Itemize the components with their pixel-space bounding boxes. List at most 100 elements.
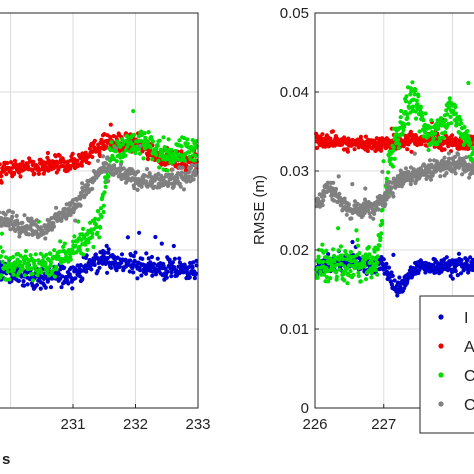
data-point bbox=[48, 260, 54, 265]
data-point bbox=[193, 153, 198, 159]
data-point bbox=[143, 135, 148, 140]
data-point bbox=[20, 159, 25, 164]
data-point bbox=[408, 92, 413, 97]
legend-label: C bbox=[464, 368, 474, 385]
data-point bbox=[114, 149, 119, 154]
data-point bbox=[32, 171, 37, 176]
series-3 bbox=[0, 143, 199, 241]
data-point bbox=[427, 158, 433, 163]
data-point bbox=[165, 168, 170, 173]
data-point bbox=[172, 265, 177, 270]
data-point bbox=[106, 174, 111, 179]
data-point bbox=[86, 240, 91, 245]
data-point bbox=[453, 171, 458, 176]
data-point bbox=[192, 158, 197, 163]
data-point bbox=[398, 115, 403, 120]
data-point bbox=[372, 211, 377, 216]
data-point bbox=[336, 226, 341, 231]
data-point bbox=[22, 273, 27, 278]
data-point bbox=[17, 234, 22, 239]
data-point bbox=[96, 217, 101, 222]
data-point bbox=[166, 147, 171, 152]
data-point bbox=[417, 129, 422, 134]
data-point bbox=[33, 252, 38, 257]
data-point bbox=[457, 114, 462, 119]
data-point bbox=[465, 257, 470, 262]
data-point bbox=[169, 274, 174, 279]
data-point bbox=[101, 203, 106, 208]
data-point bbox=[43, 260, 48, 266]
data-point bbox=[187, 150, 192, 155]
legend-marker bbox=[438, 401, 444, 407]
data-point bbox=[451, 108, 456, 113]
data-point bbox=[84, 253, 89, 258]
data-point bbox=[169, 147, 174, 152]
data-point bbox=[379, 145, 384, 150]
data-point bbox=[456, 251, 462, 256]
data-point bbox=[109, 265, 114, 270]
data-point bbox=[193, 163, 198, 168]
data-point bbox=[409, 149, 414, 154]
data-point bbox=[334, 270, 339, 275]
data-point bbox=[61, 244, 66, 249]
data-point bbox=[429, 118, 434, 123]
data-point bbox=[23, 249, 29, 254]
data-point bbox=[21, 279, 26, 284]
data-point bbox=[452, 154, 458, 159]
data-point bbox=[337, 191, 342, 196]
data-point bbox=[73, 243, 78, 249]
data-point bbox=[5, 269, 10, 274]
data-point bbox=[354, 228, 359, 233]
data-point bbox=[166, 137, 171, 142]
data-point bbox=[471, 134, 474, 139]
data-point bbox=[457, 146, 462, 151]
data-point bbox=[92, 262, 97, 268]
data-point bbox=[389, 282, 395, 287]
data-point bbox=[156, 158, 161, 163]
data-point bbox=[143, 179, 149, 184]
data-point bbox=[22, 213, 27, 218]
data-point bbox=[423, 111, 428, 116]
data-point bbox=[380, 207, 385, 212]
data-point bbox=[103, 184, 108, 189]
data-point bbox=[48, 251, 53, 256]
data-point bbox=[95, 268, 100, 274]
x-tick-label: 226 bbox=[302, 416, 327, 433]
data-point bbox=[98, 225, 103, 230]
data-point bbox=[339, 203, 344, 208]
data-point bbox=[183, 171, 188, 176]
data-point bbox=[78, 203, 83, 208]
data-point bbox=[28, 253, 33, 258]
data-point bbox=[133, 150, 138, 156]
data-point bbox=[339, 253, 344, 258]
y-tick-label: 0.02 bbox=[280, 242, 309, 259]
data-point bbox=[438, 138, 443, 143]
data-point bbox=[337, 267, 342, 272]
data-point bbox=[12, 170, 17, 175]
data-point bbox=[412, 151, 417, 156]
data-point bbox=[442, 155, 447, 160]
data-point bbox=[62, 241, 67, 246]
data-point bbox=[343, 249, 348, 254]
data-point bbox=[410, 80, 415, 85]
data-point bbox=[363, 134, 368, 139]
data-point bbox=[7, 277, 12, 282]
data-point bbox=[466, 136, 471, 141]
x-tick-label: 232 bbox=[123, 416, 148, 433]
data-point bbox=[441, 135, 446, 140]
data-point bbox=[70, 286, 75, 291]
legend-box bbox=[419, 295, 474, 434]
data-point bbox=[105, 155, 110, 160]
data-point bbox=[132, 258, 137, 263]
data-point bbox=[44, 165, 49, 170]
data-point bbox=[2, 263, 8, 268]
data-point bbox=[444, 108, 449, 113]
data-point bbox=[462, 125, 467, 130]
data-point bbox=[109, 140, 114, 145]
data-point bbox=[138, 143, 143, 149]
data-point bbox=[407, 105, 412, 110]
data-point bbox=[404, 94, 409, 99]
data-point bbox=[330, 129, 336, 134]
data-point bbox=[391, 145, 396, 150]
data-point bbox=[363, 277, 369, 282]
